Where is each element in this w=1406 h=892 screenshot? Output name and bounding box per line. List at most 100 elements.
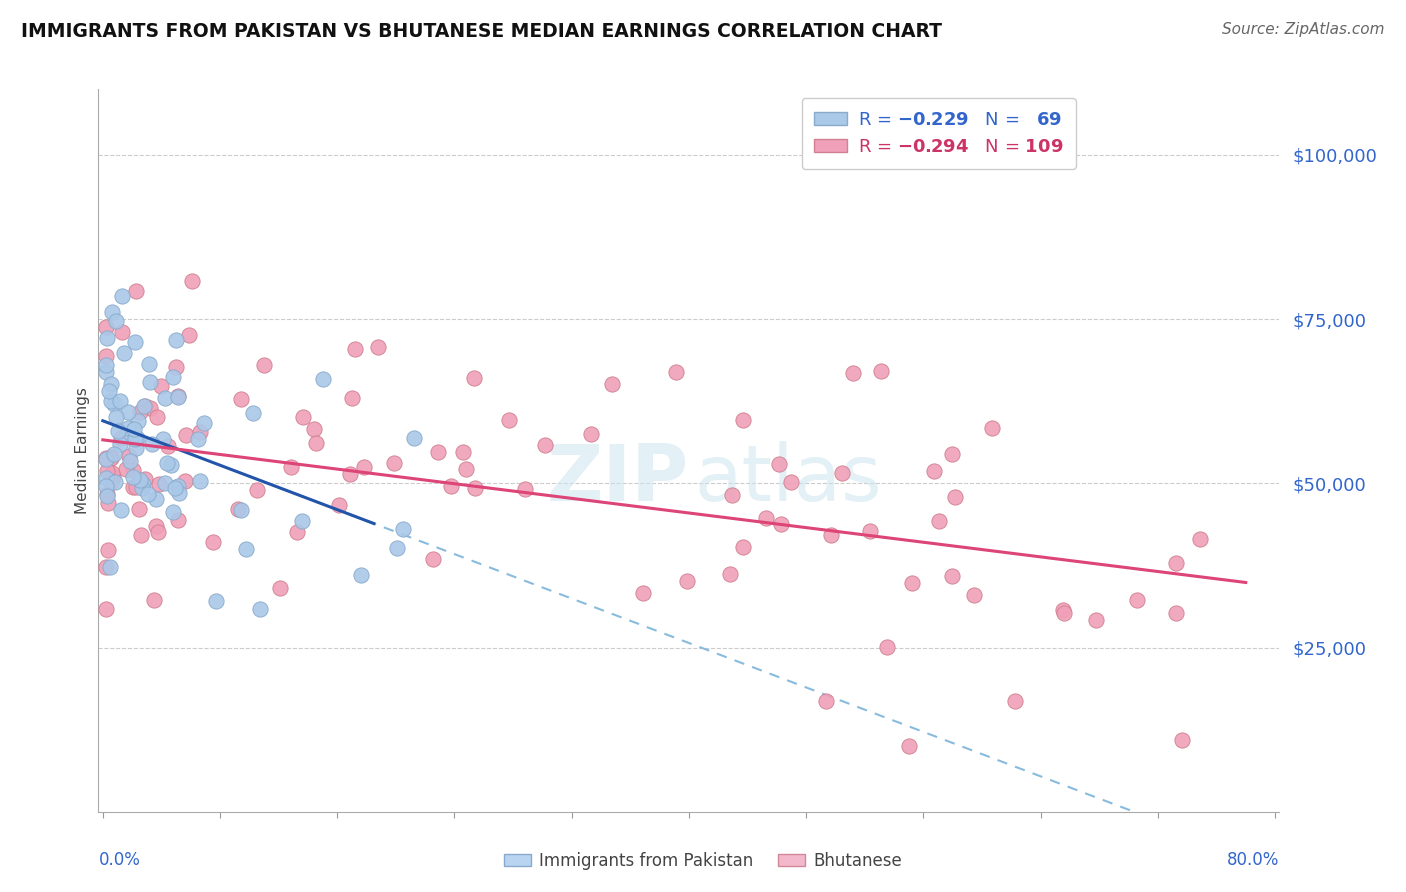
Point [165,360,187,375]
Point [115,429,138,443]
Text: ZIP: ZIP [547,442,689,517]
Point [138,375,160,389]
Point [780,475,803,489]
Point [842,366,865,380]
Point [311,372,333,386]
Point [167,391,190,405]
Point [174,427,197,442]
Point [180,274,202,288]
Point [142,593,165,607]
Point [422,552,444,566]
Point [165,481,187,495]
Point [94,450,117,465]
Point [160,458,183,472]
Text: 80.0%: 80.0% [1227,852,1279,870]
Point [229,392,252,406]
Point [132,400,155,414]
Point [454,462,477,476]
Point [463,371,485,385]
Point [173,474,195,488]
Point [122,480,145,494]
Point [928,514,950,528]
Point [96,464,118,478]
Point [104,475,127,489]
Point [131,481,153,495]
Point [291,514,314,528]
Point [122,470,145,484]
Point [96,478,118,492]
Point [94,320,117,334]
Point [112,345,135,359]
Point [107,424,129,438]
Point [820,528,842,542]
Point [1053,606,1076,620]
Point [340,391,363,405]
Point [579,427,602,442]
Point [242,406,264,420]
Point [115,462,138,476]
Point [100,475,122,490]
Point [339,467,361,482]
Point [96,489,118,503]
Point [97,543,120,558]
Point [188,425,211,440]
Point [148,477,170,491]
Text: atlas: atlas [695,442,883,517]
Point [148,524,170,539]
Point [94,559,117,574]
Point [755,510,778,524]
Point [166,389,188,403]
Point [870,364,893,378]
Point [980,421,1002,435]
Point [815,694,838,708]
Point [94,358,117,372]
Point [675,574,697,589]
Point [367,341,389,355]
Point [103,447,125,461]
Point [439,479,461,493]
Point [153,475,176,490]
Point [1004,694,1026,708]
Point [110,431,132,445]
Point [94,470,117,484]
Point [1171,733,1194,747]
Point [98,560,121,574]
Point [136,486,159,500]
Point [285,524,308,539]
Point [246,483,269,498]
Text: Source: ZipAtlas.com: Source: ZipAtlas.com [1222,22,1385,37]
Point [145,518,167,533]
Point [156,456,179,470]
Point [1052,603,1074,617]
Point [205,594,228,608]
Point [100,376,122,391]
Point [718,566,741,581]
Point [97,496,120,510]
Point [122,463,145,477]
Point [122,422,145,436]
Point [901,576,924,591]
Point [124,334,146,349]
Point [665,365,688,379]
Point [897,739,920,753]
Point [100,451,122,466]
Point [146,410,169,425]
Point [105,409,128,424]
Point [353,460,375,475]
Point [110,393,132,408]
Point [464,481,486,495]
Point [111,289,134,303]
Point [94,601,117,615]
Point [1188,532,1211,546]
Point [533,438,555,452]
Point [152,433,174,447]
Point [128,405,150,419]
Point [98,384,121,399]
Point [451,444,474,458]
Point [731,541,754,555]
Point [101,469,124,483]
Point [1126,592,1149,607]
Point [1084,613,1107,627]
Point [344,342,367,356]
Point [125,431,148,445]
